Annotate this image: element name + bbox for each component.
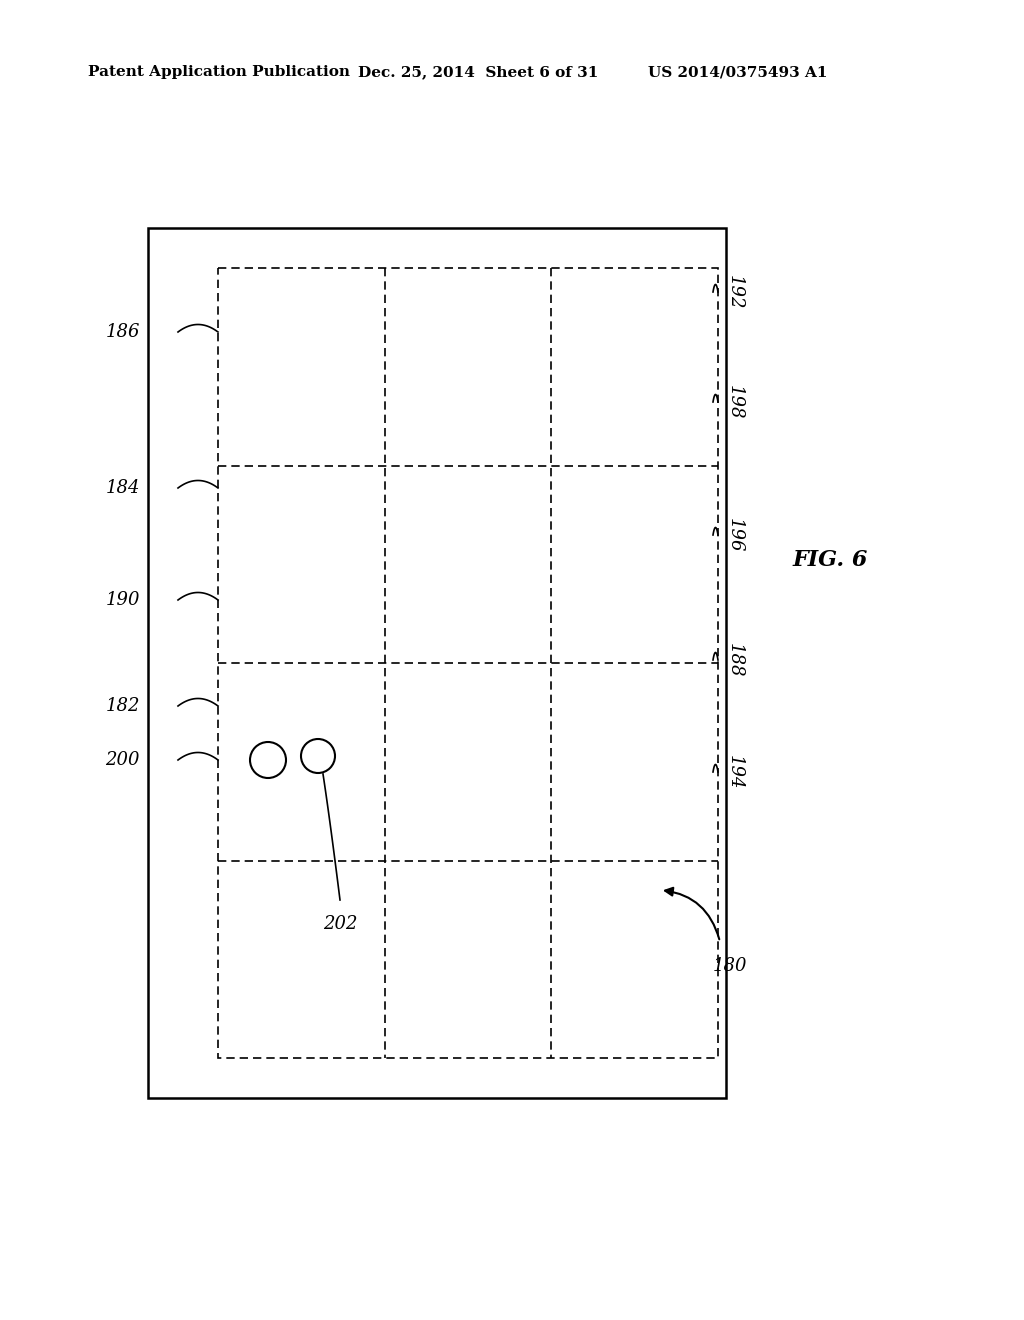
Text: 196: 196 — [726, 517, 744, 552]
Text: 192: 192 — [726, 275, 744, 309]
Bar — [148, 228, 726, 1098]
Text: 202: 202 — [323, 915, 357, 933]
Text: FIG. 6: FIG. 6 — [793, 549, 867, 572]
Text: 198: 198 — [726, 384, 744, 420]
Text: 188: 188 — [726, 643, 744, 677]
Text: Patent Application Publication: Patent Application Publication — [88, 65, 350, 79]
Text: US 2014/0375493 A1: US 2014/0375493 A1 — [648, 65, 827, 79]
Text: 182: 182 — [105, 697, 140, 715]
Bar — [218, 268, 718, 1059]
Text: 180: 180 — [713, 957, 748, 975]
Text: 200: 200 — [105, 751, 140, 770]
Text: 184: 184 — [105, 479, 140, 498]
Text: 186: 186 — [105, 323, 140, 341]
Text: 194: 194 — [726, 755, 744, 789]
Text: Dec. 25, 2014  Sheet 6 of 31: Dec. 25, 2014 Sheet 6 of 31 — [358, 65, 598, 79]
Text: 190: 190 — [105, 591, 140, 609]
